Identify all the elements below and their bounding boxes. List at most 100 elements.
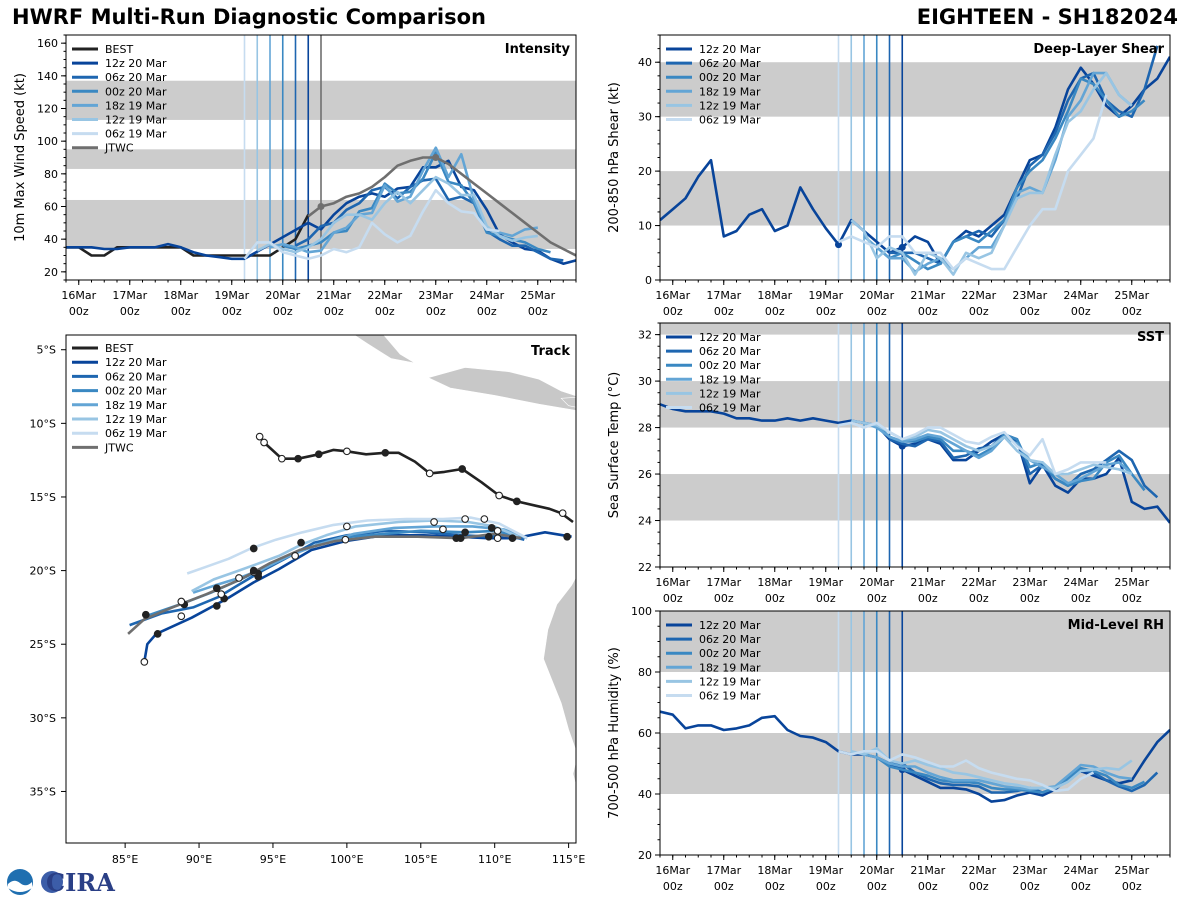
shear-xtick-label-hour: 00z xyxy=(1122,305,1142,318)
shear-xtick-label-hour: 00z xyxy=(918,305,938,318)
sst-xtick-label-day: 16Mar xyxy=(655,576,690,589)
sst-xtick-label-hour: 00z xyxy=(816,592,836,605)
intensity-xtick-label-day: 18Mar xyxy=(163,289,198,302)
shear-xtick-label-hour: 00z xyxy=(1020,305,1040,318)
sst-xtick-label-day: 18Mar xyxy=(757,576,792,589)
intensity-panel-title: Intensity xyxy=(505,42,571,57)
track-point-06z-20-mar xyxy=(291,552,299,560)
track-point-best xyxy=(381,448,390,457)
track-point-06z-20-mar xyxy=(484,532,493,541)
legend-label-18z-19-mar: 18z 19 Mar xyxy=(699,85,761,98)
track-point-best xyxy=(255,432,264,441)
track-point-best xyxy=(458,465,467,473)
intensity-xtick-label-hour: 00z xyxy=(477,305,497,318)
track-point-best xyxy=(495,491,503,500)
rh-series-12z-19-mar xyxy=(850,747,1133,790)
track-point-best xyxy=(314,450,323,459)
shear-xtick-label-day: 20Mar xyxy=(859,289,894,302)
sst-panel: 22 24 26 28 30 32 16Mar 00z 17Mar 00z 18Mar 00z 19Ma… xyxy=(607,322,1171,605)
track-point-12z-20-mar xyxy=(212,602,221,610)
land-mass xyxy=(427,367,576,411)
intensity-xtick-label-hour: 00z xyxy=(426,305,446,318)
sst-ytick-label: 24 xyxy=(638,515,652,528)
legend-label-12z-20-mar: 12z 20 Mar xyxy=(699,331,761,344)
shear-threshold-band xyxy=(660,171,1170,226)
track-xtick-label: 95°E xyxy=(260,853,286,866)
intensity-xtick-label-day: 16Mar xyxy=(61,289,96,302)
rh-xtick-label-day: 20Mar xyxy=(859,864,894,877)
intensity-y-axis-label: 10m Max Wind Speed (kt) xyxy=(13,73,28,242)
track-point-jtwc xyxy=(456,534,465,543)
shear-xtick-label-hour: 00z xyxy=(969,305,989,318)
legend-label-00z-20-mar: 00z 20 Mar xyxy=(699,359,761,372)
sst-series-06z-20-mar xyxy=(889,433,1159,499)
rh-xtick-label-day: 19Mar xyxy=(808,864,843,877)
rh-xtick-label-day: 23Mar xyxy=(1012,864,1047,877)
sst-series-00z-20-mar xyxy=(875,424,1146,492)
track-point-best xyxy=(513,497,521,506)
track-point-18z-19-mar xyxy=(487,524,496,532)
legend-label-12z-20-mar: 12z 20 Mar xyxy=(105,57,167,70)
rh-series-18z-19-mar xyxy=(863,753,1132,791)
rh-ytick-label: 100 xyxy=(631,605,652,618)
track-point-12z-20-mar xyxy=(508,534,517,543)
intensity-xtick-label-day: 20Mar xyxy=(265,289,300,302)
legend-label-00z-20-mar: 00z 20 Mar xyxy=(105,385,167,398)
track-point-best xyxy=(277,454,286,463)
shear-xtick-label-day: 25Mar xyxy=(1114,289,1149,302)
intensity-ytick-label: 100 xyxy=(37,135,58,148)
rh-xtick-label-hour: 00z xyxy=(663,880,683,893)
legend-label-best: BEST xyxy=(105,342,133,355)
legend-label-12z-19-mar: 12z 19 Mar xyxy=(105,114,167,127)
intensity-ytick-label: 120 xyxy=(37,103,58,116)
sst-xtick-label-hour: 00z xyxy=(714,592,734,605)
legend-label-06z-19-mar: 06z 19 Mar xyxy=(699,402,761,415)
sst-threshold-band xyxy=(660,323,1170,335)
legend-label-06z-20-mar: 06z 20 Mar xyxy=(699,345,761,358)
intensity-ytick-label: 40 xyxy=(44,233,58,246)
legend-label-18z-19-mar: 18z 19 Mar xyxy=(105,399,167,412)
track-point-best xyxy=(343,447,351,456)
shear-xtick-label-hour: 00z xyxy=(663,305,683,318)
sst-ytick-label: 30 xyxy=(638,375,652,388)
sst-threshold-band xyxy=(660,381,1170,428)
intensity-point-jtwc xyxy=(432,154,440,161)
track-point-12z-20-mar xyxy=(341,535,350,544)
rh-xtick-label-day: 25Mar xyxy=(1114,864,1149,877)
shear-ytick-label: 40 xyxy=(638,56,652,69)
figure-title: HWRF Multi-Run Diagnostic Comparison xyxy=(12,5,487,29)
rh-threshold-band xyxy=(660,611,1170,672)
track-point-06z-19-mar xyxy=(249,544,258,553)
intensity-xtick-label-day: 22Mar xyxy=(367,289,402,302)
intensity-panel: 20 40 60 80 100 120 140 160 16Mar 00z 17Mar 00z 18Ma… xyxy=(13,34,577,318)
track-ytick-label: 20°S xyxy=(30,565,56,578)
land-mass xyxy=(543,576,576,786)
land-mass xyxy=(560,396,576,408)
rh-series-12z-20-mar xyxy=(660,710,1170,803)
track-series-18z-19-mar xyxy=(192,525,528,594)
sst-xtick-label-day: 24Mar xyxy=(1063,576,1098,589)
shear-xtick-label-day: 16Mar xyxy=(655,289,690,302)
intensity-series-06z-19-mar xyxy=(243,188,500,261)
legend-label-06z-19-mar: 06z 19 Mar xyxy=(105,128,167,141)
track-point-18z-19-mar xyxy=(235,574,243,582)
intensity-xtick-label-hour: 00z xyxy=(528,305,548,318)
intensity-xtick-label-day: 25Mar xyxy=(520,289,555,302)
legend-label-06z-20-mar: 06z 20 Mar xyxy=(699,633,761,646)
track-point-06z-20-mar xyxy=(217,590,226,599)
intensity-series-best xyxy=(66,214,310,257)
shear-xtick-label-hour: 00z xyxy=(714,305,734,318)
track-point-00z-20-mar xyxy=(177,597,186,606)
rh-xtick-label-hour: 00z xyxy=(816,880,836,893)
intensity-ytick-label: 60 xyxy=(44,201,58,214)
track-xtick-label: 90°E xyxy=(186,853,212,866)
shear-xtick-label-hour: 00z xyxy=(765,305,785,318)
shear-y-axis-label: 200-850 hPa Shear (kt) xyxy=(607,82,622,233)
track-ytick-label: 30°S xyxy=(30,712,56,725)
track-xtick-label: 115°E xyxy=(552,853,585,866)
legend-label-06z-19-mar: 06z 19 Mar xyxy=(105,427,167,440)
legend-label-12z-20-mar: 12z 20 Mar xyxy=(105,356,167,369)
